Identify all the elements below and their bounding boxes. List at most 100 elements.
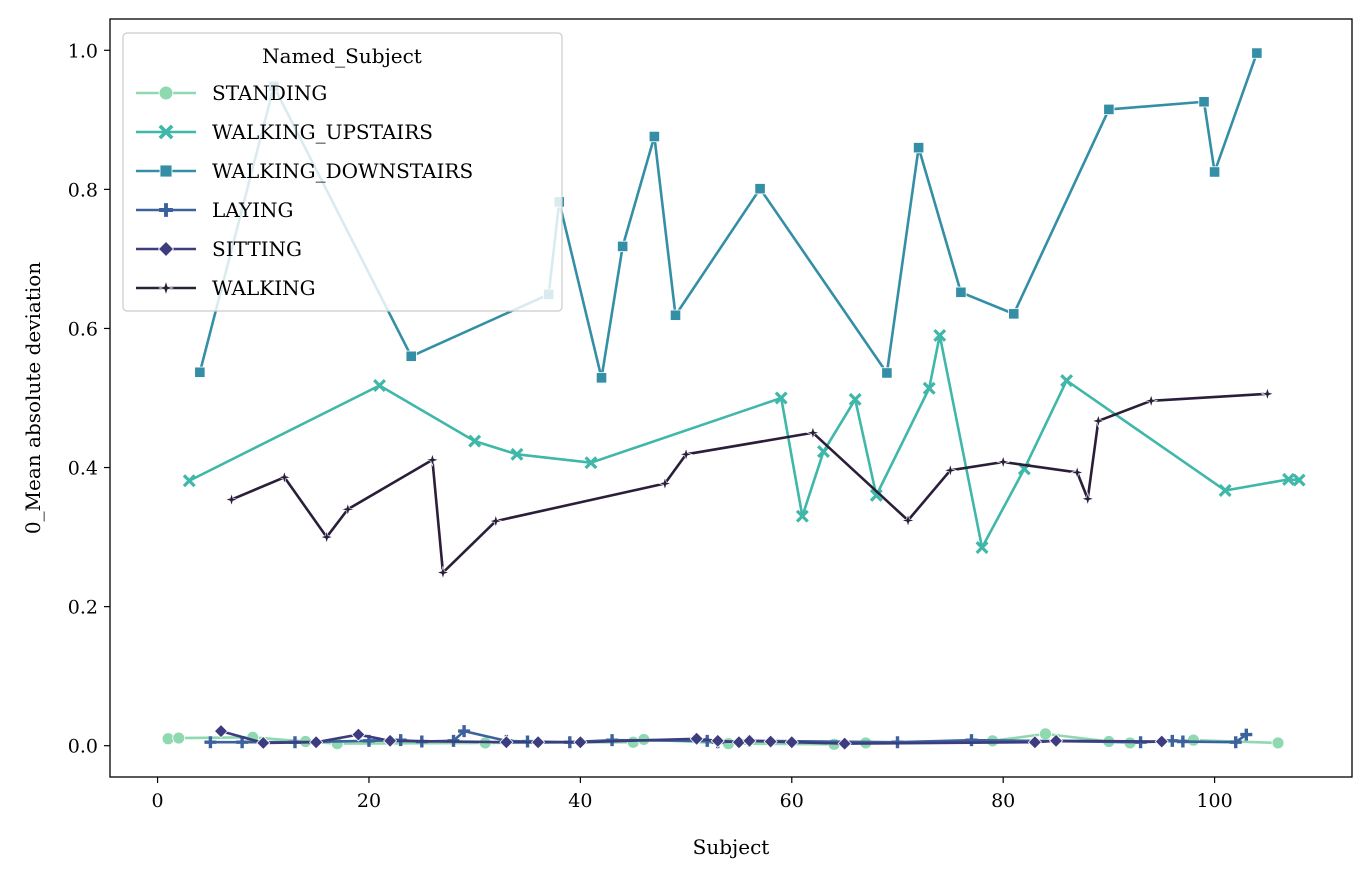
x-tick-label: 20 [357,790,381,812]
legend-marker [159,164,173,178]
data-point-walking-downstairs [913,142,925,154]
data-point-sitting [731,735,746,750]
legend-marker [157,240,175,258]
data-point-standing [1271,736,1285,750]
data-point-walking [805,425,820,440]
data-point-walking-upstairs [848,392,862,406]
legend-label: WALKING [212,276,316,300]
legend-item-sitting: SITTING [136,237,302,261]
data-point-walking-upstairs [933,328,947,342]
data-point-walking-upstairs [1282,472,1296,486]
data-point-walking-downstairs [617,240,629,252]
data-point-laying [1229,736,1242,749]
legend-entries: STANDING WALKING_UPSTAIRS WALKING_DOWNSTAI… [136,81,473,300]
data-point-sitting [742,733,757,748]
data-point-walking-upstairs [1060,374,1074,388]
data-point-walking [224,492,239,507]
series-sitting [213,724,1169,751]
data-point-walking-upstairs [1292,473,1306,487]
y-axis: 0.0 0.2 0.4 0.6 0.8 1.0 [68,40,110,758]
data-point-sitting [351,727,366,742]
data-point-walking-upstairs [468,434,482,448]
x-axis: 0 20 40 60 80 100 [152,777,1233,812]
data-point-standing [161,732,175,746]
series-line-walking-upstairs [188,334,1300,549]
data-point-walking-downstairs [1008,308,1020,320]
data-point-laying [1240,728,1253,741]
series-line-sitting [220,729,1162,745]
data-point-standing [1039,727,1052,741]
x-tick-label: 0 [152,790,164,812]
data-point-walking-downstairs [194,366,206,378]
data-point-walking [679,447,694,462]
x-tick-label: 40 [568,790,592,812]
data-point-walking-downstairs [405,350,417,362]
data-point-walking [340,502,355,517]
plot-area-frame [109,18,1353,778]
x-tick-label: 80 [991,790,1015,812]
y-tick-label: 1.0 [68,40,98,62]
data-point-sitting [710,733,725,748]
data-point-sitting [1154,734,1169,749]
y-tick-label: 0.0 [68,736,98,758]
data-point-laying [1166,734,1179,747]
legend-title: Named_Subject [262,44,422,68]
data-point-sitting [213,724,229,739]
legend-label: WALKING_UPSTAIRS [212,120,433,144]
data-point-walking-downstairs [754,183,766,195]
data-point-walking-upstairs [774,391,788,405]
legend-marker [158,280,174,296]
data-point-standing [1187,733,1200,747]
data-point-walking [319,530,334,545]
legend-item-laying: LAYING [136,198,294,222]
legend-marker [158,124,174,140]
legend-label: LAYING [212,198,294,222]
data-point-walking-downstairs [1198,96,1210,108]
data-point-sitting [837,736,852,751]
data-point-laying [458,725,471,738]
y-tick-label: 0.4 [68,458,98,480]
data-point-walking-upstairs [922,381,936,395]
data-point-laying [1176,735,1189,748]
legend-label: STANDING [212,81,327,105]
legend-box [122,32,563,312]
data-point-walking-downstairs [595,372,608,384]
data-point-sitting [309,735,324,750]
x-tick-label: 100 [1196,790,1232,812]
data-point-sitting [784,735,799,750]
legend: Named_Subject STANDING WALKING_UPSTAIRS WA… [122,32,563,312]
data-point-walking [1144,393,1159,408]
data-point-standing [721,737,735,751]
data-point-sitting [1048,733,1064,748]
data-point-walking-upstairs [584,456,598,470]
legend-item-walking: WALKING [136,276,316,300]
data-point-sitting [383,733,398,748]
data-point-walking-downstairs [1208,166,1221,178]
data-point-walking-downstairs [648,130,660,143]
data-point-walking [1070,465,1085,480]
data-point-walking [1091,413,1106,428]
data-point-walking-upstairs [817,445,830,459]
data-point-sitting [573,735,588,750]
data-point-walking-downstairs [1103,103,1115,116]
y-axis-label: 0_Mean absolute deviation [21,262,45,534]
legend-item-walking-upstairs: WALKING_UPSTAIRS [136,120,433,144]
legend-label: SITTING [212,237,302,261]
x-tick-label: 60 [780,790,804,812]
data-point-walking-upstairs [510,447,524,461]
series-walking-upstairs [182,328,1306,554]
data-point-walking-upstairs [1218,484,1232,497]
data-point-walking [277,470,292,485]
data-point-standing [626,735,640,749]
series-line-walking [231,392,1268,574]
data-point-sitting [763,734,778,749]
data-point-walking [1260,386,1275,401]
data-point-walking [657,476,672,491]
data-point-laying [204,736,217,749]
data-point-walking-upstairs [795,509,809,523]
data-point-standing [172,731,186,745]
data-point-sitting [531,735,546,750]
data-point-sitting [256,735,271,750]
data-point-walking-downstairs [955,286,967,298]
data-point-walking-downstairs [669,309,682,321]
